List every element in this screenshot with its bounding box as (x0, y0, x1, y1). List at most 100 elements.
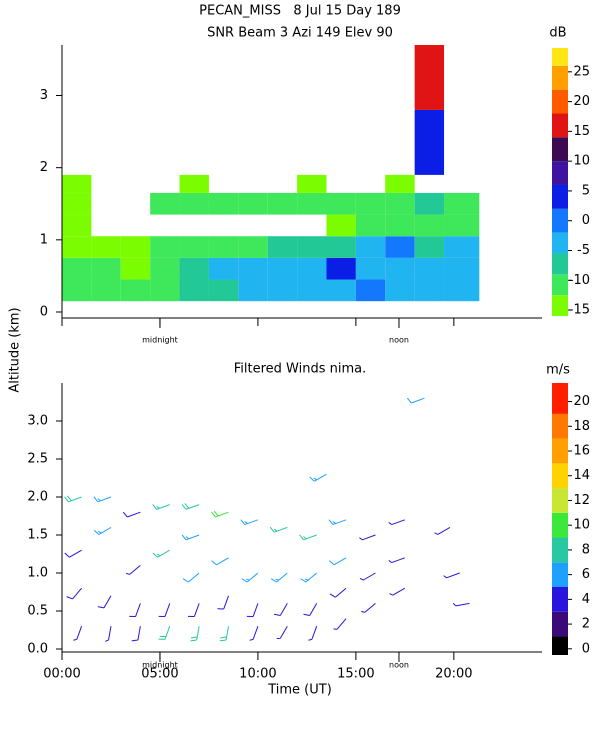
colorbar-segment (552, 295, 568, 316)
wind-barb (333, 618, 347, 630)
wind-barb (219, 626, 230, 642)
wind-barb (452, 602, 470, 607)
annotation: midnight (142, 661, 178, 670)
wind-barb (158, 626, 171, 640)
heatmap-cell (414, 214, 445, 237)
colorbar-tick-label: 12 (573, 493, 590, 508)
wind-barb (181, 503, 200, 510)
heatmap-cell (179, 236, 209, 258)
wind-barb (274, 603, 288, 617)
colorbar-segment (552, 611, 568, 637)
colorbar-tick-label: 25 (573, 64, 590, 79)
heatmap-cell (208, 236, 239, 258)
heatmap-cell (385, 174, 415, 193)
wind-barb (308, 626, 318, 641)
colorbar-segment (552, 137, 568, 162)
heatmap-cell (444, 214, 480, 237)
heatmap-cell (385, 257, 415, 280)
colorbar-segment (552, 413, 568, 439)
colorbar-tick-label: 0 (582, 213, 590, 228)
colorbar-segment (552, 512, 568, 538)
y-tick-label: 0 (40, 305, 48, 320)
wind-barb (328, 557, 347, 566)
heatmap-cell (120, 279, 151, 302)
heatmap-cell (91, 279, 121, 302)
wind-barb (359, 534, 376, 541)
heatmap-cell (444, 257, 480, 280)
colorbar-segment (552, 488, 568, 513)
wind-barb (211, 510, 229, 518)
heatmap-cell (62, 192, 92, 215)
colorbar-segment (552, 161, 568, 185)
wind-barb (246, 603, 259, 618)
colorbar-tick-label: -10 (569, 273, 590, 288)
heatmap-cell (414, 279, 445, 302)
colorbar-segment (552, 184, 568, 209)
x-tick-label: 05:00 (141, 667, 178, 682)
heatmap-cell (355, 279, 386, 302)
wind-barb (93, 526, 112, 535)
heatmap-cell (355, 192, 386, 215)
colorbar-segment (552, 636, 568, 655)
heatmap-cell (179, 174, 209, 193)
heatmap-cell (238, 192, 268, 215)
colorbar-segment (552, 587, 568, 612)
heatmap-cell (208, 257, 239, 280)
heatmap-cell (91, 236, 121, 258)
colorbar-tick-label: 20 (573, 94, 590, 109)
y-tick-label: 1.0 (27, 566, 48, 581)
colorbar-segment (552, 274, 568, 296)
colorbar-tick-label: 20 (573, 394, 590, 409)
colorbar-segment (552, 438, 568, 464)
chart-title: PECAN_MISS 8 Jul 15 Day 189 (199, 4, 401, 19)
wind-barb (188, 603, 200, 618)
heatmap-cell (414, 109, 445, 175)
y-tick-label: 3 (40, 88, 48, 103)
wind-barb (443, 572, 460, 579)
heatmap-cell (297, 279, 327, 302)
heatmap-cell (238, 236, 268, 258)
wind-barb (152, 549, 171, 558)
wind-barb (309, 473, 327, 482)
wind-barb (97, 595, 112, 609)
chart-subtitle: SNR Beam 3 Azi 149 Elev 90 (207, 26, 393, 41)
heatmap-cell (267, 279, 298, 302)
wind-barb (270, 572, 288, 583)
heatmap-cell (326, 192, 356, 215)
heatmap-cell (297, 192, 327, 215)
wind-barb (276, 625, 288, 640)
colorbar-tick-label: 10 (573, 154, 590, 169)
y-tick-label: 2 (40, 160, 48, 175)
wind-barb (300, 572, 318, 583)
colorbar-tick-label: -15 (569, 303, 590, 318)
heatmap-cell (267, 257, 298, 280)
colorbar-segment (552, 89, 568, 114)
wind-barb (211, 557, 229, 566)
heatmap-cell (179, 192, 209, 215)
wind-barb (359, 572, 376, 581)
colorbar-segment (552, 383, 568, 414)
heatmap-cell (297, 236, 327, 258)
colorbar-tick-label: 4 (582, 592, 590, 607)
heatmap-cell (267, 236, 298, 258)
colorbar-label: m/s (546, 363, 570, 378)
y-tick-label: 2.0 (27, 490, 48, 505)
x-tick-label: 00:00 (43, 667, 80, 682)
wind-barb (152, 504, 170, 510)
wind-barb (388, 557, 406, 564)
wind-barb (122, 511, 141, 518)
heatmap-cell (414, 257, 445, 280)
y-tick-label: 1.5 (27, 528, 48, 543)
y-tick-label: 0.0 (27, 642, 48, 657)
panel-title: Filtered Winds nima. (234, 362, 366, 377)
wind-barb (129, 603, 141, 618)
heatmap-cell (179, 257, 209, 280)
wind-barb (328, 519, 347, 526)
wind-barb (434, 526, 451, 535)
wind-barb (249, 626, 259, 641)
colorbar-segment (552, 463, 568, 489)
y-tick-label: 1 (40, 232, 48, 247)
annotation: midnight (142, 336, 178, 345)
heatmap-cell (444, 236, 480, 258)
heatmap-cell (355, 214, 386, 237)
